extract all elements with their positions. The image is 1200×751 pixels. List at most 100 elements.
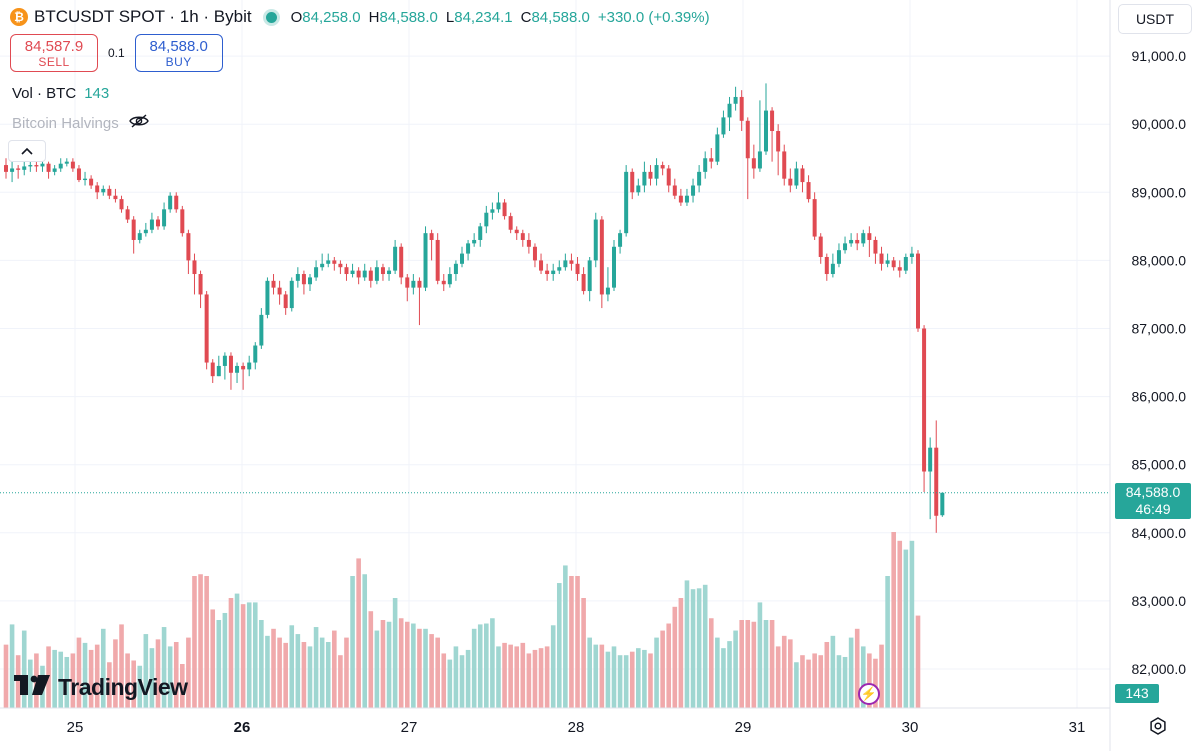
- candle-body[interactable]: [867, 233, 872, 240]
- candle-body[interactable]: [818, 236, 823, 257]
- candle-body[interactable]: [356, 270, 361, 278]
- candle-body[interactable]: [849, 239, 854, 244]
- candle-body[interactable]: [125, 209, 130, 220]
- candle-body[interactable]: [162, 209, 167, 227]
- candle-body[interactable]: [283, 294, 288, 309]
- candle-body[interactable]: [563, 260, 568, 268]
- candle-body[interactable]: [301, 274, 306, 285]
- candle-body[interactable]: [909, 253, 914, 257]
- candle-body[interactable]: [113, 195, 118, 200]
- time-axis[interactable]: 25 26 27 28 29 30 31: [0, 707, 1110, 736]
- candle-body[interactable]: [222, 355, 227, 366]
- candle-body[interactable]: [70, 161, 75, 169]
- candle-body[interactable]: [168, 195, 173, 210]
- candle-body[interactable]: [934, 447, 939, 516]
- candle-body[interactable]: [95, 185, 100, 193]
- candle-body[interactable]: [271, 280, 276, 288]
- candle-body[interactable]: [326, 260, 331, 264]
- candle-body[interactable]: [107, 188, 112, 196]
- candle-body[interactable]: [399, 246, 404, 278]
- candle-body[interactable]: [830, 263, 835, 275]
- candle-body[interactable]: [435, 239, 440, 281]
- candle-body[interactable]: [332, 260, 337, 264]
- candle-body[interactable]: [156, 219, 160, 227]
- candle-body[interactable]: [843, 243, 848, 251]
- candle-body[interactable]: [472, 239, 477, 244]
- candle-body[interactable]: [362, 270, 367, 278]
- candle-body[interactable]: [605, 287, 610, 295]
- candle-body[interactable]: [350, 270, 355, 275]
- candle-body[interactable]: [241, 365, 246, 370]
- candle-body[interactable]: [10, 168, 15, 172]
- candle-body[interactable]: [575, 263, 580, 275]
- candle-body[interactable]: [612, 246, 616, 288]
- order-quantity[interactable]: 0.1: [108, 46, 125, 60]
- candle-body[interactable]: [180, 209, 185, 234]
- candle-body[interactable]: [624, 171, 629, 234]
- candle-body[interactable]: [76, 168, 81, 181]
- candle-body[interactable]: [393, 246, 398, 271]
- candle-body[interactable]: [28, 165, 33, 167]
- price-axis[interactable]: 82,000.0 83,000.0 84,000.0 85,000.0 86,000.0…: [1109, 0, 1186, 751]
- candle-body[interactable]: [466, 243, 471, 254]
- candle-body[interactable]: [885, 260, 890, 264]
- candle-body[interactable]: [654, 165, 659, 179]
- candle-body[interactable]: [204, 294, 209, 363]
- candle-body[interactable]: [514, 229, 519, 234]
- candle-body[interactable]: [922, 328, 927, 472]
- candle-body[interactable]: [460, 253, 464, 264]
- candle-body[interactable]: [289, 280, 294, 309]
- candle-body[interactable]: [739, 96, 744, 121]
- candle-body[interactable]: [557, 267, 562, 271]
- candle-body[interactable]: [228, 355, 233, 373]
- candle-body[interactable]: [320, 263, 325, 268]
- candle-body[interactable]: [782, 151, 787, 179]
- candle-body[interactable]: [666, 168, 671, 186]
- candle-body[interactable]: [520, 233, 525, 240]
- candle-body[interactable]: [593, 219, 598, 261]
- collapse-legend-button[interactable]: [8, 140, 46, 162]
- candle-body[interactable]: [508, 216, 513, 230]
- candle-body[interactable]: [684, 195, 689, 203]
- candle-body[interactable]: [660, 165, 665, 169]
- candle-body[interactable]: [137, 233, 142, 240]
- candle-body[interactable]: [380, 267, 385, 275]
- candle-body[interactable]: [916, 253, 920, 329]
- candle-body[interactable]: [387, 270, 392, 275]
- candle-body[interactable]: [776, 131, 781, 152]
- flash-icon[interactable]: ⚡: [858, 683, 880, 705]
- candle-body[interactable]: [405, 277, 410, 288]
- candle-body[interactable]: [52, 168, 57, 172]
- candle-body[interactable]: [581, 274, 586, 292]
- candle-body[interactable]: [417, 280, 422, 288]
- candle-body[interactable]: [192, 260, 197, 275]
- candle-body[interactable]: [253, 345, 258, 363]
- candle-body[interactable]: [314, 267, 319, 278]
- candle-body[interactable]: [277, 287, 282, 295]
- candle-body[interactable]: [4, 165, 8, 172]
- candle-body[interactable]: [247, 362, 252, 370]
- symbol-title[interactable]: BTCUSDT SPOT · 1h · Bybit: [34, 7, 252, 26]
- candle-body[interactable]: [897, 267, 902, 271]
- candle-body[interactable]: [745, 120, 750, 159]
- candle-body[interactable]: [265, 280, 270, 315]
- buy-button[interactable]: 84,588.0 BUY: [134, 34, 223, 72]
- candle-body[interactable]: [764, 110, 768, 152]
- candle-body[interactable]: [648, 171, 653, 179]
- candle-body[interactable]: [715, 134, 720, 162]
- candle-body[interactable]: [800, 168, 805, 183]
- candle-body[interactable]: [502, 202, 507, 217]
- candle-body[interactable]: [441, 280, 446, 285]
- candle-body[interactable]: [770, 110, 775, 132]
- candle-body[interactable]: [64, 161, 69, 164]
- sell-button[interactable]: 84,587.9 SELL: [10, 34, 98, 72]
- candle-body[interactable]: [210, 362, 215, 377]
- candle-body[interactable]: [235, 365, 240, 373]
- candle-body[interactable]: [453, 263, 458, 275]
- candle-body[interactable]: [186, 233, 191, 261]
- tradingview-logo[interactable]: TradingView: [14, 674, 188, 701]
- candle-body[interactable]: [83, 178, 88, 181]
- candle-body[interactable]: [484, 212, 489, 227]
- candle-body[interactable]: [891, 260, 896, 268]
- candle-body[interactable]: [569, 260, 574, 264]
